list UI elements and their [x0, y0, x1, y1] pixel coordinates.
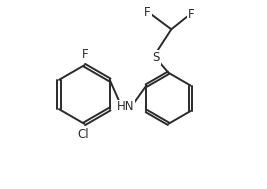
Text: F: F: [188, 8, 194, 21]
Text: HN: HN: [117, 100, 135, 113]
Text: F: F: [144, 6, 151, 19]
Text: S: S: [152, 51, 160, 64]
Text: F: F: [82, 48, 89, 61]
Text: Cl: Cl: [78, 128, 89, 141]
